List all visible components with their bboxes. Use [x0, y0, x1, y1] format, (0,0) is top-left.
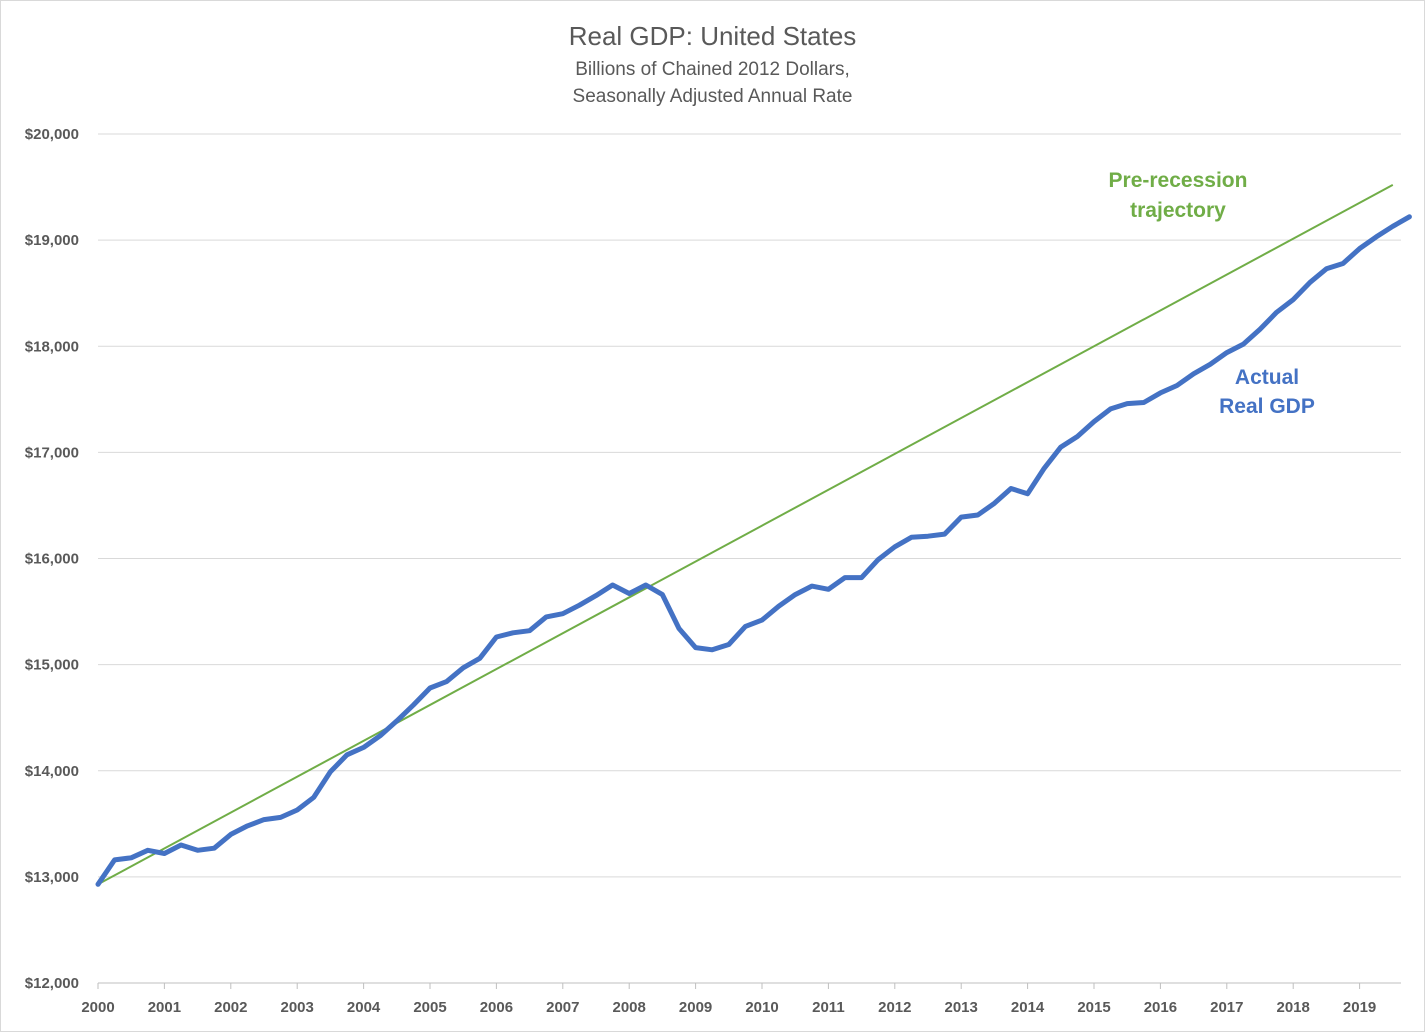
series-actual-real-gdp-line	[95, 214, 1412, 887]
y-tick-label: $14,000	[25, 763, 79, 780]
x-tick-label: 2018	[1277, 999, 1310, 1016]
y-tick-label: $16,000	[25, 551, 79, 568]
x-tick-label: 2001	[148, 999, 181, 1016]
x-tick-label: 2012	[878, 999, 911, 1016]
x-tick-label: 2016	[1144, 999, 1177, 1016]
x-tick-label: 2017	[1210, 999, 1243, 1016]
actual-label-line-2: Real GDP	[1219, 395, 1315, 418]
x-tick-label: 2015	[1077, 999, 1110, 1016]
y-tick-label: $17,000	[25, 444, 79, 461]
x-tick-label: 2010	[745, 999, 778, 1016]
x-tick-label: 2005	[413, 999, 446, 1016]
x-tick-label: 2004	[347, 999, 381, 1016]
series-pre-recession-trajectory-line	[97, 184, 1394, 886]
x-tick-label: 2014	[1011, 999, 1045, 1016]
x-tick-label: 2007	[546, 999, 579, 1016]
chart-subtitle-line-1: Billions of Chained 2012 Dollars,	[575, 59, 850, 80]
x-tick-label: 2008	[613, 999, 646, 1016]
y-tick-label: $20,000	[25, 126, 79, 143]
gridlines	[98, 133, 1401, 984]
x-tick-label: 2019	[1343, 999, 1376, 1016]
y-tick-label: $13,000	[25, 869, 79, 886]
x-tick-label: 2006	[480, 999, 513, 1016]
trajectory-label-line-2: trajectory	[1130, 199, 1226, 222]
x-axis-tick-labels: 2000 2001 2002 2003 2004 2005 2006 2007 2008 2009…	[81, 999, 1376, 1016]
y-tick-label: $12,000	[25, 975, 79, 992]
y-tick-label: $18,000	[25, 338, 79, 355]
y-tick-label: $15,000	[25, 657, 79, 674]
chart-title: Real GDP: United States	[568, 21, 857, 51]
x-tick-label: 2013	[945, 999, 978, 1016]
x-tick-label: 2000	[81, 999, 114, 1016]
x-tick-label: 2003	[281, 999, 314, 1016]
x-tick-label: 2009	[679, 999, 712, 1016]
chart-subtitle-line-2: Seasonally Adjusted Annual Rate	[572, 86, 853, 107]
x-tick-label: 2011	[812, 999, 845, 1016]
x-tick-label: 2002	[214, 999, 247, 1016]
x-axis-ticks	[97, 983, 1361, 989]
trajectory-label-line-1: Pre-recession	[1109, 169, 1248, 192]
y-tick-label: $19,000	[25, 232, 79, 249]
y-axis-tick-labels: $12,000 $13,000 $14,000 $15,000 $16,000 $17,0…	[25, 126, 79, 992]
actual-label-line-1: Actual	[1235, 366, 1299, 389]
